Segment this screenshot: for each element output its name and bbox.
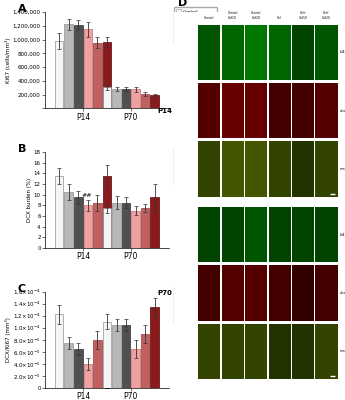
- Bar: [269, 324, 291, 379]
- Text: A: A: [18, 4, 26, 14]
- Bar: [315, 25, 337, 80]
- Bar: [269, 207, 291, 262]
- Legend: Control, Control+Caf10, Control+Caf20, Col, Col+Caf10, Col+Caf20: Control, Control+Caf10, Control+Caf20, C…: [174, 147, 217, 184]
- Text: dcx: dcx: [340, 109, 345, 113]
- Text: C: C: [18, 284, 26, 294]
- Bar: [112, 89, 121, 108]
- Bar: [93, 203, 102, 248]
- Bar: [65, 24, 73, 108]
- Bar: [141, 208, 149, 248]
- Bar: [222, 83, 244, 138]
- Bar: [315, 207, 337, 262]
- Text: ki47: ki47: [340, 233, 345, 237]
- Text: Control
Caf20: Control Caf20: [251, 11, 262, 20]
- Bar: [103, 42, 111, 108]
- Bar: [292, 25, 314, 80]
- Bar: [131, 349, 140, 388]
- Bar: [150, 197, 159, 248]
- Bar: [315, 266, 337, 321]
- Bar: [122, 325, 130, 388]
- Text: Col+
Caf10: Col+ Caf10: [299, 11, 307, 20]
- Y-axis label: Ki67 (cells/mm³): Ki67 (cells/mm³): [5, 38, 11, 83]
- Y-axis label: DCX burden (%): DCX burden (%): [27, 178, 32, 222]
- Bar: [245, 83, 267, 138]
- Bar: [150, 95, 159, 108]
- Bar: [103, 322, 111, 388]
- Bar: [103, 208, 111, 248]
- Bar: [83, 364, 92, 388]
- Bar: [150, 307, 159, 388]
- Text: Control: Control: [204, 16, 215, 20]
- Bar: [222, 141, 244, 197]
- Text: ##: ##: [82, 193, 92, 198]
- Bar: [269, 266, 291, 321]
- Bar: [74, 349, 82, 388]
- Text: Col+
Caf20: Col+ Caf20: [322, 11, 331, 20]
- Bar: [222, 324, 244, 379]
- Text: Col: Col: [277, 16, 282, 20]
- Bar: [83, 205, 92, 248]
- Text: Control
Caf10: Control Caf10: [228, 11, 238, 20]
- Bar: [222, 207, 244, 262]
- Bar: [198, 141, 220, 197]
- Bar: [292, 324, 314, 379]
- Bar: [83, 29, 92, 108]
- Bar: [292, 266, 314, 321]
- Text: ki47: ki47: [340, 50, 345, 54]
- Bar: [198, 324, 220, 379]
- Bar: [65, 192, 73, 248]
- Text: dcx: dcx: [340, 291, 345, 295]
- Bar: [93, 43, 102, 108]
- Bar: [122, 89, 130, 108]
- Text: D: D: [178, 0, 187, 8]
- Text: merge: merge: [340, 349, 345, 353]
- Bar: [222, 266, 244, 321]
- Bar: [131, 90, 140, 108]
- Bar: [55, 41, 63, 108]
- Bar: [198, 83, 220, 138]
- Bar: [245, 25, 267, 80]
- Bar: [245, 207, 267, 262]
- Bar: [74, 25, 82, 108]
- Bar: [55, 176, 63, 248]
- Bar: [269, 141, 291, 197]
- Bar: [292, 83, 314, 138]
- Bar: [245, 266, 267, 321]
- Bar: [292, 141, 314, 197]
- Bar: [103, 87, 111, 108]
- Bar: [315, 141, 337, 197]
- Bar: [269, 25, 291, 80]
- Bar: [198, 25, 220, 80]
- Bar: [245, 324, 267, 379]
- Y-axis label: DCX/Ki67 (mm³): DCX/Ki67 (mm³): [6, 317, 11, 362]
- Text: P70: P70: [158, 290, 172, 296]
- Bar: [131, 211, 140, 248]
- Bar: [315, 83, 337, 138]
- Text: P14: P14: [158, 108, 172, 114]
- Text: B: B: [18, 144, 26, 154]
- Bar: [269, 83, 291, 138]
- Bar: [65, 343, 73, 388]
- Bar: [103, 176, 111, 248]
- Bar: [93, 340, 102, 388]
- Legend: Control, Control+Caf10, Control+Caf20, Col, Col+Caf10, Col+Caf20: Control, Control+Caf10, Control+Caf20, C…: [174, 7, 217, 44]
- Bar: [122, 203, 130, 248]
- Bar: [74, 197, 82, 248]
- Bar: [55, 314, 63, 388]
- Bar: [141, 94, 149, 108]
- Bar: [245, 141, 267, 197]
- Bar: [112, 203, 121, 248]
- Bar: [141, 334, 149, 388]
- Legend: Control, Control+Caf10, Control+Caf20, Col, Col+Caf10, Col+Caf20: Control, Control+Caf10, Control+Caf20, C…: [174, 287, 217, 324]
- Bar: [198, 266, 220, 321]
- Bar: [112, 325, 121, 388]
- Bar: [222, 25, 244, 80]
- Bar: [292, 207, 314, 262]
- Bar: [315, 324, 337, 379]
- Text: merge: merge: [340, 167, 345, 171]
- Bar: [198, 207, 220, 262]
